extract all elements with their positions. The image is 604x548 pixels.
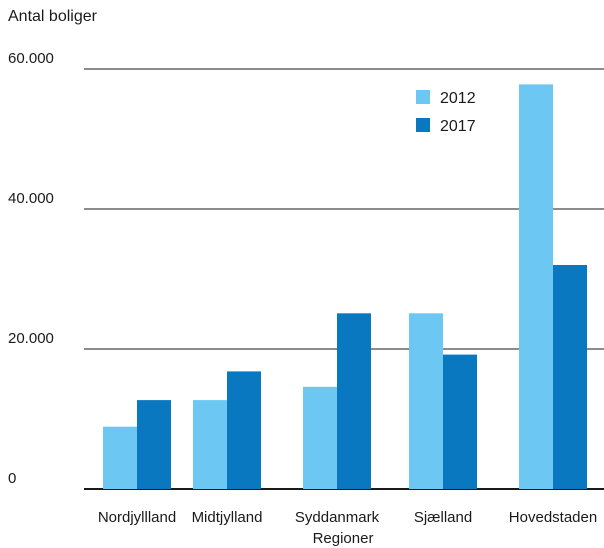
legend-label: 2017: [440, 118, 476, 135]
category-label: Syddanmark: [295, 509, 380, 526]
category-labels: Nordjyllland Midtjylland Syddanmark Sjællan…: [98, 509, 597, 526]
y-tick-label: 60.000: [8, 50, 54, 67]
bar-2017-nordjyllland: [137, 400, 171, 489]
bar-2012-hovedstaden: [519, 84, 553, 490]
bar-2017-syddanmark: [337, 313, 371, 489]
bars: [103, 84, 587, 490]
y-axis-title: Antal boliger: [8, 8, 97, 25]
legend-swatch: [416, 118, 430, 132]
legend-swatch: [416, 90, 430, 104]
bar-2017-sjælland: [443, 354, 477, 489]
y-tick-label: 20.000: [8, 330, 54, 347]
bar-2012-sjælland: [409, 313, 443, 489]
bar-2017-hovedstaden: [553, 265, 587, 489]
y-tick-label: 0: [8, 470, 16, 487]
category-label: Midtjylland: [192, 509, 263, 526]
y-tick-label: 40.000: [8, 190, 54, 207]
category-label: Sjælland: [414, 509, 472, 526]
category-label: Nordjyllland: [98, 509, 176, 526]
category-label: Hovedstaden: [509, 509, 597, 526]
bar-2017-midtjylland: [227, 371, 261, 489]
bar-2012-midtjylland: [193, 400, 227, 489]
y-tick-labels: 0 20.000 40.000 60.000: [8, 50, 54, 487]
bar-2012-nordjyllland: [103, 426, 137, 489]
legend: 2012 2017: [416, 90, 476, 135]
x-axis-title: Regioner: [313, 530, 374, 547]
bar-2012-syddanmark: [303, 386, 337, 489]
legend-label: 2012: [440, 90, 476, 107]
